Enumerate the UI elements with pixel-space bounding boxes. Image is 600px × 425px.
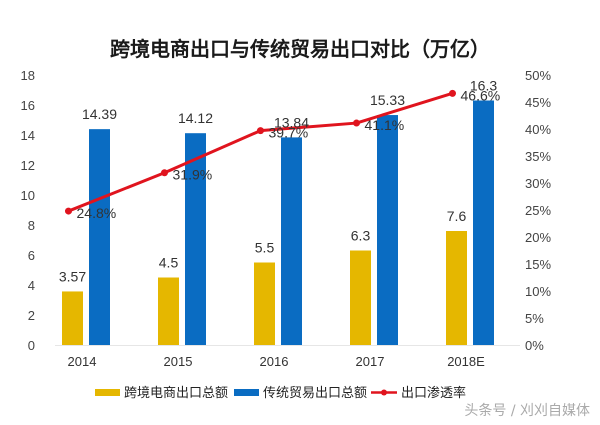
y-left-tick-label: 8 <box>28 218 35 233</box>
bar-data-label: 14.39 <box>82 106 117 122</box>
bar-traditional <box>473 100 494 345</box>
y-right-tick-label: 40% <box>525 122 551 137</box>
legend-label-penetration: 出口渗透率 <box>401 385 466 401</box>
legend-label-traditional: 传统贸易出口总额 <box>263 386 367 401</box>
y-left-tick-label: 10 <box>21 188 35 203</box>
line-data-label: 46.6% <box>461 87 501 103</box>
x-tick-label: 2017 <box>356 354 385 369</box>
x-tick-label: 2016 <box>260 354 289 369</box>
y-left-tick-label: 4 <box>28 278 35 293</box>
y-left-tick-label: 16 <box>21 98 35 113</box>
line-data-label: 24.8% <box>77 205 117 221</box>
y-right-tick-label: 25% <box>525 203 551 218</box>
bar-cross-border <box>62 291 83 345</box>
y-axis-left: 0 2 4 6 8 10 12 14 16 18 <box>21 68 35 353</box>
y-right-tick-label: 15% <box>525 257 551 272</box>
y-right-tick-label: 10% <box>525 284 551 299</box>
bar-data-label: 5.5 <box>255 240 275 256</box>
bar-traditional <box>89 129 110 345</box>
x-tick-label: 2014 <box>68 354 97 369</box>
bars <box>62 100 494 345</box>
bar-traditional <box>185 133 206 345</box>
y-right-tick-label: 5% <box>525 311 544 326</box>
line-data-label: 31.9% <box>173 167 213 183</box>
y-axis-right: 0% 5% 10% 15% 20% 25% 30% 35% 40% 45% 50% <box>525 68 551 353</box>
bar-data-label: 3.57 <box>59 268 86 284</box>
bar-data-label: 14.12 <box>178 110 213 126</box>
x-axis: 2014 2015 2016 2017 2018E <box>68 354 486 369</box>
penetration-line <box>65 89 456 215</box>
y-left-tick-label: 18 <box>21 68 35 83</box>
x-tick-label: 2015 <box>164 354 193 369</box>
bar-data-label: 15.33 <box>370 92 405 108</box>
legend: 跨境电商出口总额 传统贸易出口总额 出口渗透率 <box>95 385 466 401</box>
y-left-tick-label: 0 <box>28 338 35 353</box>
line-data-label: 39.7% <box>269 125 309 141</box>
penetration-point <box>65 207 72 215</box>
y-right-tick-label: 35% <box>525 149 551 164</box>
legend-swatch-traditional <box>234 389 259 396</box>
bar-traditional <box>281 137 302 345</box>
y-right-tick-label: 0% <box>525 338 544 353</box>
bar-data-label: 4.5 <box>159 255 179 271</box>
chart-title: 跨境电商出口与传统贸易出口对比（万亿） <box>110 37 490 61</box>
bar-data-label: 6.3 <box>351 228 371 244</box>
x-tick-label: 2018E <box>447 354 485 369</box>
y-left-tick-label: 12 <box>21 158 35 173</box>
bar-data-label: 16.3 <box>470 78 497 94</box>
bar-cross-border <box>350 250 371 345</box>
penetration-point <box>257 127 264 135</box>
legend-marker-penetration <box>381 389 387 396</box>
penetration-point <box>161 169 168 177</box>
y-left-tick-label: 2 <box>28 308 35 323</box>
y-right-tick-label: 30% <box>525 176 551 191</box>
bar-cross-border <box>254 262 275 345</box>
y-left-tick-label: 6 <box>28 248 35 263</box>
penetration-point <box>353 119 360 127</box>
bar-cross-border <box>446 231 467 345</box>
legend-swatch-cross-border <box>95 389 120 396</box>
y-right-tick-label: 50% <box>525 68 551 83</box>
bar-cross-border <box>158 277 179 345</box>
bar-traditional <box>377 115 398 345</box>
y-left-tick-label: 14 <box>21 128 35 143</box>
watermark: 头条号 / 刈刈自媒体 <box>464 402 590 419</box>
penetration-point <box>449 89 456 97</box>
y-right-tick-label: 45% <box>525 95 551 110</box>
bar-data-label: 13.84 <box>274 114 309 130</box>
data-labels: 3.57 4.5 5.5 6.3 7.6 14.39 14.12 13.84 15.33 16.3… <box>59 78 500 285</box>
bar-data-label: 7.6 <box>447 208 467 224</box>
line-data-label: 41.1% <box>365 117 405 133</box>
y-right-tick-label: 20% <box>525 230 551 245</box>
legend-label-cross-border: 跨境电商出口总额 <box>124 386 228 401</box>
